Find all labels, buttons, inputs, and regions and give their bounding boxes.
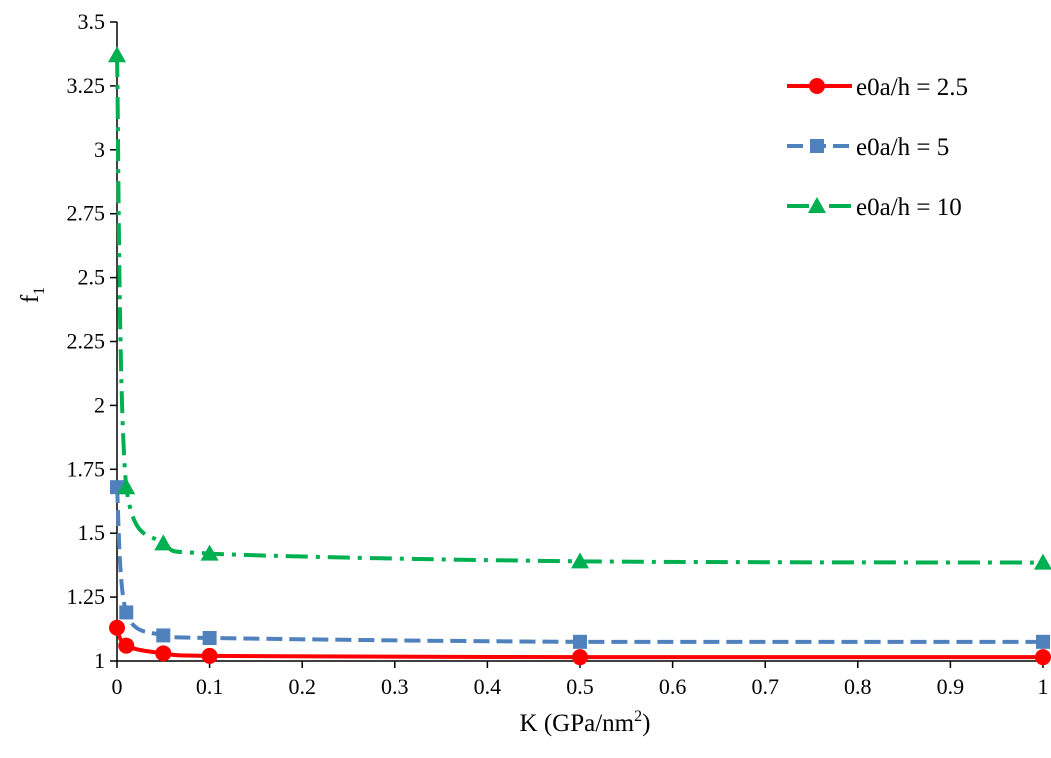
x-tick-label: 0.4 [474, 674, 502, 699]
y-tick-label: 2.5 [78, 265, 106, 290]
data-point-square [202, 630, 217, 645]
data-point-triangle [1034, 553, 1051, 570]
x-tick-label: 0.1 [196, 674, 224, 699]
x-tick-label: 0.5 [566, 674, 594, 699]
y-tick-label: 2.25 [67, 329, 106, 354]
series-line-triangle [115, 55, 1044, 565]
y-tick-label: 2 [94, 392, 105, 417]
legend-marker-square [810, 139, 824, 153]
series-markers [108, 46, 1051, 666]
x-tick-label: 0.3 [381, 674, 409, 699]
data-point-circle [201, 647, 218, 664]
data-point-square [119, 605, 134, 620]
data-point-circle [118, 637, 135, 654]
x-tick-label: 0.7 [751, 674, 779, 699]
y-axis-title: f1 [17, 287, 48, 303]
data-point-circle [572, 649, 588, 666]
x-tick-label: 0.8 [844, 674, 872, 699]
data-point-triangle [571, 552, 589, 569]
x-tick-label: 0.2 [288, 674, 316, 699]
x-tick-label: 0.6 [659, 674, 687, 699]
legend-label: e0a/h = 2.5 [856, 74, 968, 101]
legend-marker-triangle [808, 197, 826, 213]
data-point-circle [155, 645, 172, 662]
y-tick-label: 1.5 [78, 520, 106, 545]
x-tick-label: 0 [112, 674, 123, 699]
data-point-triangle [200, 544, 219, 561]
x-axis-title: K (GPa/nm2) [520, 708, 651, 737]
x-tick-label: 1 [1038, 674, 1049, 699]
y-tick-label: 1.25 [67, 584, 106, 609]
y-tick-label: 3.25 [67, 73, 106, 98]
data-point-triangle [117, 478, 136, 495]
y-tick-label: 2.75 [67, 201, 106, 226]
data-point-square [156, 628, 171, 643]
y-tick-label: 1 [94, 648, 105, 673]
data-point-triangle [108, 46, 126, 63]
y-tick-label: 1.75 [67, 456, 106, 481]
data-point-circle [1035, 649, 1051, 666]
y-ticks: 1 1.25 1.5 1.75 2 2.25 2.5 2.75 3 3.25 3.5 [67, 9, 117, 673]
legend: e0a/h = 2.5 e0a/h = 5 e0a/h = 10 [787, 74, 968, 221]
x-tick-label: 0.9 [937, 674, 965, 699]
legend-label: e0a/h = 10 [856, 194, 962, 221]
data-point-square [573, 634, 587, 649]
data-point-square [1036, 634, 1050, 649]
legend-marker-circle [809, 78, 825, 94]
data-point-circle [109, 619, 125, 636]
y-tick-label: 3 [94, 137, 105, 162]
legend-label: e0a/h = 5 [856, 134, 949, 161]
y-tick-label: 3.5 [78, 9, 106, 34]
data-point-triangle [154, 534, 173, 551]
x-ticks: 0 0.1 0.2 0.3 0.4 0.5 0.6 0.7 0.8 0.9 1 [112, 661, 1049, 699]
